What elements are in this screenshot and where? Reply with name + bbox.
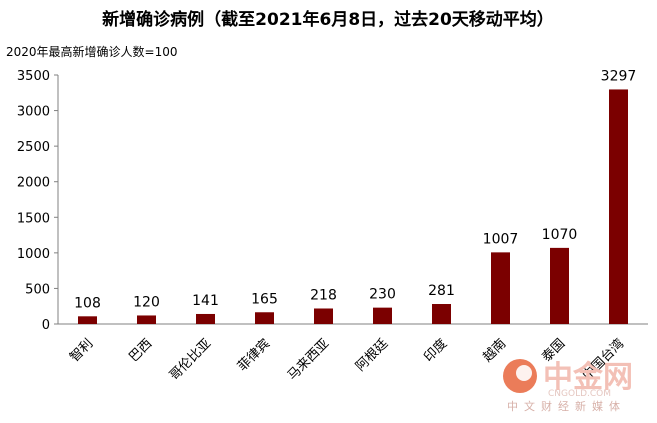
x-tick-label: 哥伦比亚 xyxy=(167,336,214,383)
data-label: 218 xyxy=(310,287,337,303)
bar xyxy=(314,308,333,324)
data-label: 1007 xyxy=(483,231,519,247)
x-tick-label: 越南 xyxy=(480,336,510,366)
bar xyxy=(373,307,392,324)
y-tick-label: 2500 xyxy=(17,140,50,155)
watermark-logo-text: 中金网 xyxy=(543,360,633,395)
bars xyxy=(78,89,628,324)
chart-title: 新增确诊病例（截至2021年6月8日，过去20天移动平均） xyxy=(102,9,554,30)
y-tick-label: 3500 xyxy=(17,69,50,84)
watermark-site-text: CNGOLD.COM xyxy=(548,389,611,399)
x-tick-label: 阿根廷 xyxy=(353,336,391,374)
watermark-tagline: 中文财经新媒体 xyxy=(507,399,626,413)
y-tick-label: 3000 xyxy=(17,105,50,120)
bar xyxy=(196,313,215,324)
data-label: 3297 xyxy=(601,68,637,84)
x-tick-label: 智利 xyxy=(67,336,96,365)
bar xyxy=(609,89,628,324)
data-label: 141 xyxy=(192,293,219,309)
bar xyxy=(137,315,156,324)
bar xyxy=(491,252,510,324)
bar xyxy=(78,316,97,324)
value-labels: 108 120 141 165 218 230 281 1007 1070 3297 xyxy=(74,68,636,311)
data-label: 120 xyxy=(133,294,160,310)
data-label: 108 xyxy=(74,295,101,311)
x-tick-label: 马来西亚 xyxy=(285,336,332,383)
logo-icon-inner xyxy=(516,365,532,381)
bar xyxy=(550,247,569,324)
bar xyxy=(255,312,274,324)
x-tick-label: 印度 xyxy=(421,336,451,366)
y-tick-label: 1500 xyxy=(17,211,50,226)
data-label: 230 xyxy=(369,287,396,303)
x-tick-label: 巴西 xyxy=(126,336,155,365)
y-tick-label: 0 xyxy=(42,318,50,333)
data-label: 281 xyxy=(428,283,455,299)
bar xyxy=(432,304,451,324)
data-label: 165 xyxy=(251,291,278,307)
watermark: 中金网 CNGOLD.COM 中文财经新媒体 xyxy=(503,359,633,413)
x-tick-label: 菲律宾 xyxy=(234,336,273,375)
y-tick-label: 500 xyxy=(25,282,50,297)
data-label: 1070 xyxy=(542,227,578,243)
y-tick-label: 1000 xyxy=(17,247,50,262)
y-tick-label: 2000 xyxy=(17,176,50,191)
chart-subtitle: 2020年最高新增确诊人数=100 xyxy=(6,44,178,59)
y-ticks: 0 500 1000 1500 2000 2500 3000 3500 xyxy=(17,69,58,333)
